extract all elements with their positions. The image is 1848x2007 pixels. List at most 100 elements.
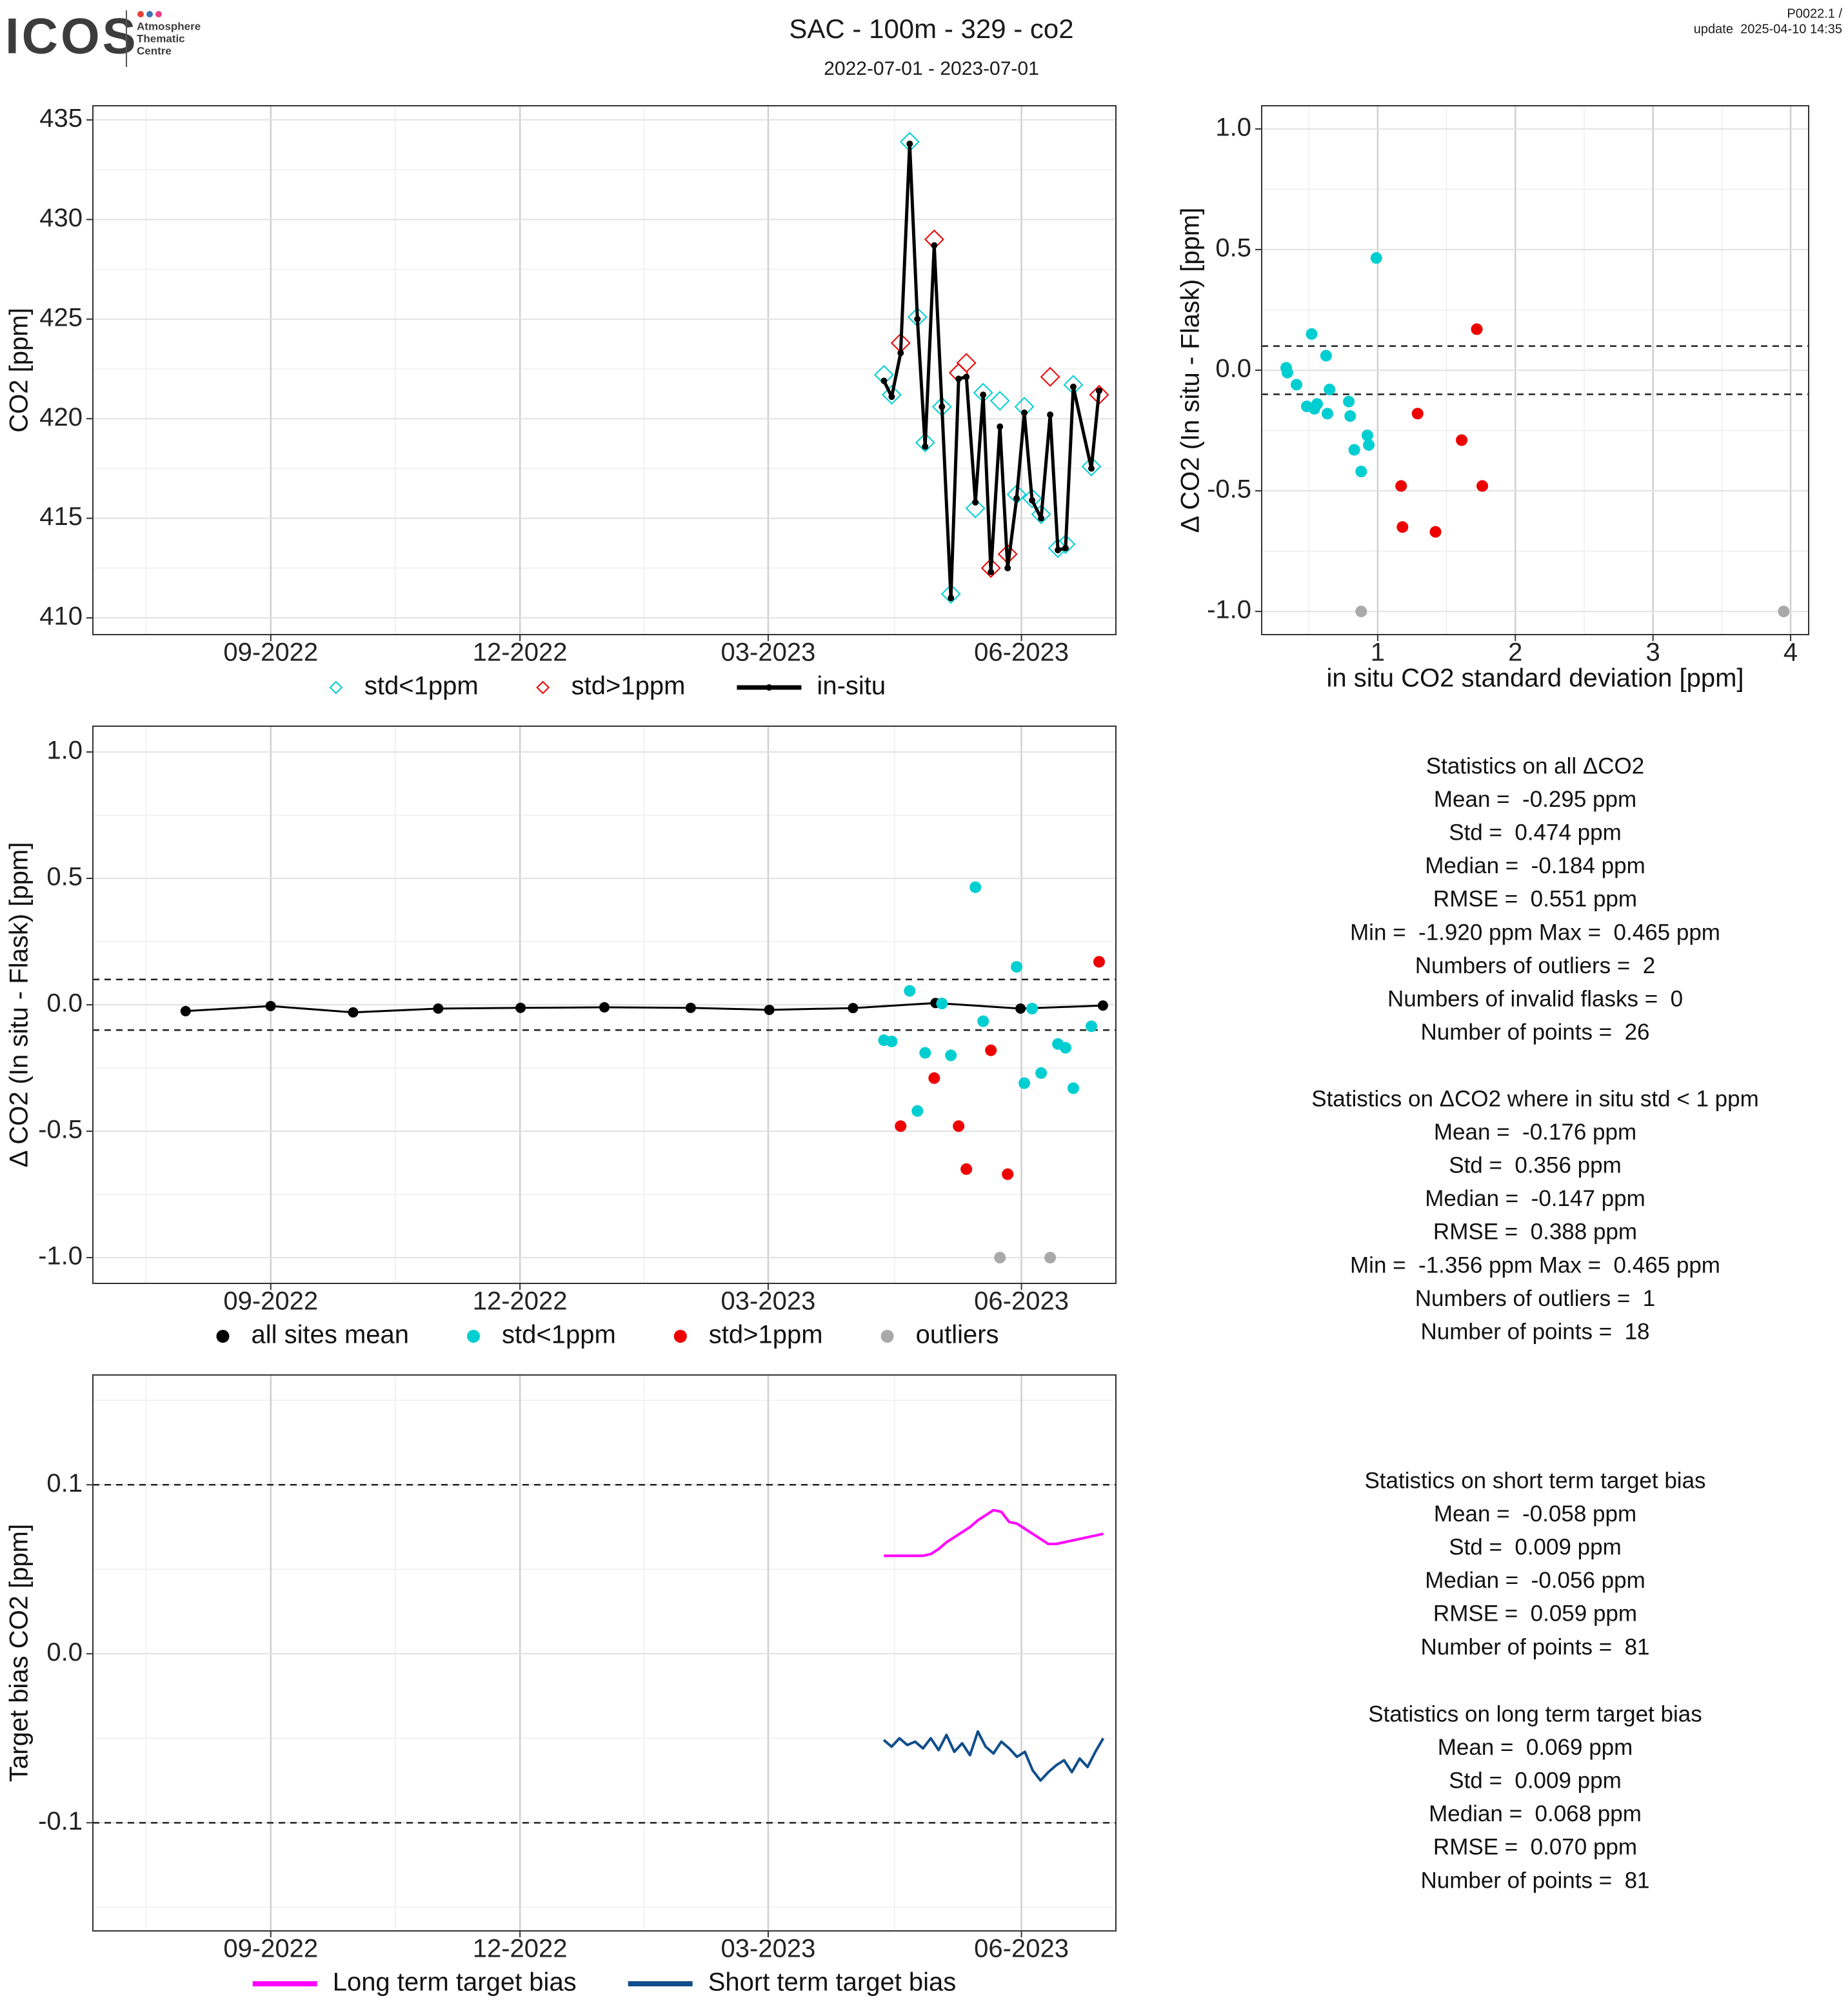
- legend-key: [536, 680, 550, 695]
- dot-marker: [1002, 1168, 1014, 1180]
- legend-key: [766, 684, 773, 691]
- legend-key: [880, 1330, 894, 1343]
- plot-border: [92, 726, 1117, 1284]
- diamond-marker: [956, 353, 977, 373]
- dot-marker: [599, 1002, 610, 1013]
- x-tick-label: 03-2023: [721, 1287, 816, 1316]
- stats-line: Number of points = 18: [1420, 1319, 1649, 1344]
- y-tick-label: 0.5: [46, 863, 83, 891]
- stats-line: Min = -1.356 ppm Max = 0.465 ppm: [1350, 1252, 1720, 1278]
- y-axis-title: CO2 [ppm]: [5, 308, 34, 432]
- dot-marker: [180, 1005, 191, 1016]
- plot-border: [92, 105, 1117, 635]
- legend-key: [216, 1330, 230, 1343]
- dot-marker: [1035, 1067, 1048, 1079]
- dot-marker: [1067, 1082, 1079, 1094]
- y-tick-label: -1.0: [38, 1242, 83, 1270]
- dot-marker: [1361, 430, 1373, 442]
- dot-marker: [1015, 1003, 1026, 1014]
- dot-marker: [953, 1120, 965, 1132]
- subtitle: 2022-07-01 - 2023-07-01: [824, 58, 1039, 79]
- legend-label: in-situ: [817, 672, 886, 700]
- legend-key: [467, 1330, 481, 1343]
- x-tick-label: 12-2022: [473, 1287, 568, 1316]
- dot-marker: [848, 1003, 859, 1014]
- dot-marker: [1013, 495, 1020, 502]
- dot-marker: [886, 1035, 898, 1047]
- dot-marker: [265, 1000, 276, 1011]
- dot-marker: [928, 1072, 940, 1084]
- diamond-marker: [1048, 538, 1068, 559]
- dot-marker: [1320, 350, 1332, 362]
- dot-marker: [1069, 383, 1077, 390]
- stats-line: Std = 0.009 ppm: [1449, 1768, 1622, 1793]
- dot-marker: [904, 985, 916, 997]
- diamond-marker: [1040, 366, 1060, 387]
- logo-dot: [146, 11, 153, 17]
- x-tick-label: 09-2022: [223, 1935, 318, 1963]
- series-line: [882, 142, 1101, 600]
- dot-marker: [1311, 398, 1323, 410]
- dot-marker: [1062, 544, 1069, 551]
- x-tick-label: 2: [1508, 638, 1522, 667]
- dot-marker: [1370, 252, 1382, 264]
- logo-caption: Atmosphere: [137, 20, 201, 32]
- dot-marker: [880, 377, 888, 384]
- stats-line: Median = -0.147 ppm: [1425, 1186, 1645, 1211]
- diamond-marker: [980, 558, 1001, 578]
- y-tick-label: -1.0: [1207, 596, 1251, 624]
- x-tick-label: 06-2023: [974, 1935, 1069, 1963]
- dot-marker: [955, 375, 962, 382]
- stats-line: Median = -0.184 ppm: [1425, 853, 1645, 878]
- series-line: [882, 1730, 1105, 1782]
- stats-title: Statistics on ΔCO2 where in situ std < 1…: [1311, 1086, 1759, 1111]
- dot-marker: [1085, 1020, 1097, 1033]
- dot-marker: [1018, 1077, 1031, 1089]
- dot-marker: [888, 393, 895, 400]
- diamond-marker: [915, 432, 935, 453]
- legend-label: std<1ppm: [502, 1321, 616, 1349]
- version: P0022.1 /: [1787, 6, 1842, 21]
- dot-marker: [433, 1003, 444, 1014]
- plot-panel: [93, 1375, 1116, 1931]
- legend: std<1ppm std>1ppm in-situ: [329, 672, 886, 700]
- y-axis-title: Δ CO2 (In situ - Flask) [ppm]: [1177, 208, 1205, 533]
- stats-line: Median = -0.056 ppm: [1425, 1568, 1645, 1593]
- y-tick-label: 425: [39, 303, 83, 331]
- stats-line: Numbers of invalid flasks = 0: [1387, 986, 1683, 1011]
- x-tick-label: 09-2022: [223, 1287, 318, 1316]
- y-tick-label: 430: [39, 204, 83, 232]
- legend-label: outliers: [916, 1321, 999, 1349]
- dot-marker: [1047, 411, 1054, 419]
- dot-marker: [945, 1049, 957, 1062]
- y-tick-label: 1.0: [1215, 113, 1251, 141]
- dot-marker: [988, 569, 995, 576]
- stats-line: RMSE = 0.059 ppm: [1433, 1601, 1637, 1626]
- dot-marker: [1097, 1000, 1108, 1011]
- stats-line: Min = -1.920 ppm Max = 0.465 ppm: [1350, 920, 1720, 945]
- stats-line: Numbers of outliers = 1: [1415, 1286, 1656, 1311]
- legend-label: Short term target bias: [708, 1968, 957, 1997]
- stats-line: RMSE = 0.388 ppm: [1433, 1220, 1637, 1245]
- stats-line: Std = 0.009 ppm: [1449, 1534, 1622, 1559]
- dot-marker: [1476, 480, 1489, 492]
- dot-marker: [1093, 956, 1105, 968]
- dot-marker: [1355, 606, 1367, 618]
- stats-title: Statistics on all ΔCO2: [1426, 753, 1645, 778]
- dot-marker: [1281, 366, 1293, 379]
- dot-marker: [1088, 465, 1095, 472]
- dot-marker: [914, 315, 921, 322]
- y-tick-label: 435: [39, 104, 83, 132]
- dot-marker: [1044, 1252, 1057, 1264]
- stats-line: Mean = -0.176 ppm: [1434, 1120, 1636, 1145]
- dot-marker: [895, 1120, 907, 1132]
- x-tick-label: 12-2022: [473, 638, 568, 667]
- logo-caption: Thematic: [137, 32, 185, 44]
- diamond-marker: [1022, 488, 1042, 509]
- y-tick-label: 410: [39, 602, 83, 631]
- y-tick-label: 415: [39, 502, 83, 531]
- dot-marker: [985, 1044, 997, 1056]
- legend-key: [673, 1330, 687, 1343]
- dot-marker: [980, 391, 987, 399]
- legend-label: std>1ppm: [709, 1321, 823, 1349]
